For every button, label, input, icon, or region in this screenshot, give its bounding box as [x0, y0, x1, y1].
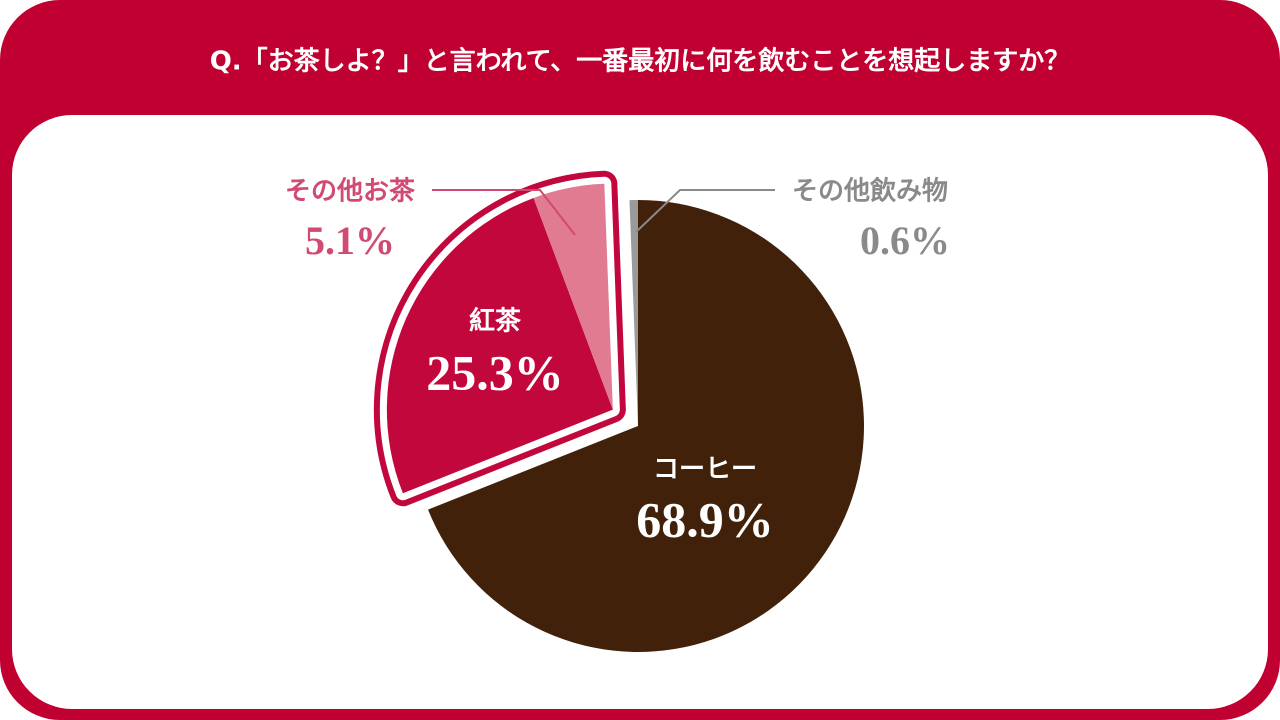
leader-line — [635, 189, 775, 233]
category-label: その他飲み物 — [792, 176, 948, 207]
pie-slice — [629, 200, 638, 426]
category-label: その他お茶 — [285, 177, 416, 207]
pie-slice — [386, 198, 613, 494]
chart-title: Q.「お茶しよ？」と言われて、一番最初に何を飲むことを想起しますか？ — [210, 46, 1071, 77]
pie-slice — [533, 183, 613, 410]
category-label: 紅茶 — [469, 307, 522, 337]
pie: コーヒー 68.9% 紅茶 25.3% その他お茶 5.1% その他飲み物 0.6% — [285, 170, 950, 652]
category-label: コーヒー — [653, 455, 757, 485]
value-label: 25.3% — [426, 344, 564, 400]
leader-line — [432, 189, 576, 236]
pie-slice — [428, 200, 864, 652]
value-label: 5.1% — [305, 218, 395, 263]
value-label: 68.9% — [636, 491, 774, 547]
value-label: 0.6% — [860, 218, 950, 263]
